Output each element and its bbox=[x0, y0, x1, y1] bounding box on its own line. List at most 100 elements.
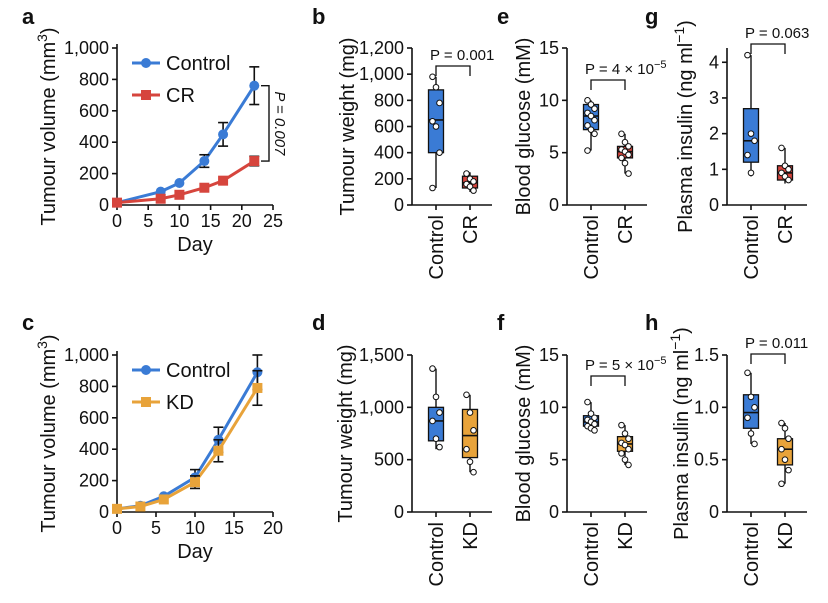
data-point bbox=[112, 197, 122, 208]
significance-bracket bbox=[750, 43, 786, 54]
x-tick-label: 20 bbox=[263, 518, 283, 538]
data-point bbox=[174, 189, 185, 200]
panel-label-e: e bbox=[497, 4, 509, 29]
sample-point bbox=[463, 391, 470, 399]
y-axis-label: Tumour volume (mm3) bbox=[34, 334, 60, 532]
data-point bbox=[158, 494, 169, 505]
sample-point bbox=[778, 419, 785, 427]
sample-point bbox=[432, 393, 440, 401]
sample-point bbox=[744, 369, 751, 377]
y-tick-label: 500 bbox=[374, 450, 404, 470]
sample-point bbox=[584, 97, 591, 104]
y-tick-label: 400 bbox=[79, 132, 109, 152]
y-axis-label: Tumour weight (mg) bbox=[335, 344, 357, 522]
sample-point bbox=[436, 443, 443, 451]
sample-point bbox=[470, 178, 477, 185]
sample-point bbox=[463, 170, 470, 177]
sample-point bbox=[621, 456, 629, 463]
panel-label-h: h bbox=[645, 310, 658, 335]
sample-point bbox=[621, 441, 629, 449]
y-tick-label: 1 bbox=[709, 159, 719, 179]
x-tick-label-control: Control bbox=[426, 215, 448, 279]
significance-bracket bbox=[750, 353, 786, 364]
x-tick-label-cr: CR bbox=[615, 215, 637, 244]
x-tick-label: 20 bbox=[232, 211, 252, 231]
sample-point bbox=[751, 137, 758, 145]
y-tick-label: 400 bbox=[374, 143, 404, 163]
sample-point bbox=[625, 170, 632, 177]
y-tick-label: 0 bbox=[709, 502, 719, 522]
chart-g: g 0 1 2 3 4 Plasma insulin (ng ml−1) Control CR P… bbox=[645, 4, 809, 279]
x-tick-label: 5 bbox=[151, 518, 161, 538]
sample-point bbox=[463, 445, 470, 453]
sample-point bbox=[625, 461, 632, 469]
sample-point bbox=[778, 144, 785, 152]
y-tick-label: 0 bbox=[549, 195, 559, 215]
x-tick-label: 25 bbox=[263, 211, 283, 231]
sample-point bbox=[751, 440, 758, 448]
series-line-control bbox=[116, 84, 256, 205]
y-tick-label: 0 bbox=[394, 502, 404, 522]
sample-point bbox=[785, 435, 792, 443]
data-point bbox=[199, 156, 210, 167]
sample-point bbox=[621, 430, 629, 437]
y-tick-label: 1,200 bbox=[359, 38, 404, 58]
panel-label-d: d bbox=[312, 310, 325, 335]
box-kd bbox=[776, 438, 794, 466]
sample-point bbox=[591, 414, 598, 422]
sample-point bbox=[781, 424, 789, 432]
sample-point bbox=[785, 176, 792, 184]
x-tick-label-kd: KD bbox=[460, 522, 482, 550]
y-tick-label: 1.5 bbox=[694, 345, 719, 365]
sample-point bbox=[584, 147, 591, 154]
sample-point bbox=[429, 117, 436, 125]
sample-point bbox=[744, 51, 751, 59]
panel-label-g: g bbox=[645, 4, 658, 29]
sample-point bbox=[778, 445, 785, 453]
y-tick-label: 3 bbox=[709, 88, 719, 108]
y-tick-label: 400 bbox=[79, 439, 109, 459]
sample-point bbox=[432, 435, 440, 443]
sample-point bbox=[781, 456, 789, 463]
y-tick-label: 4 bbox=[709, 52, 719, 72]
y-tick-label: 1.0 bbox=[694, 397, 719, 417]
p-value-label: P = 5 × 10−5 bbox=[585, 355, 667, 374]
p-value-label: P = 0.007 bbox=[271, 91, 288, 156]
x-tick-label: 15 bbox=[224, 518, 244, 538]
y-tick-label: 0 bbox=[709, 195, 719, 215]
y-tick-label: 5 bbox=[549, 143, 559, 163]
data-point bbox=[252, 382, 263, 393]
sample-point bbox=[436, 409, 443, 416]
sample-point bbox=[587, 126, 595, 133]
sample-point bbox=[621, 138, 629, 146]
y-tick-label: 200 bbox=[79, 164, 109, 184]
sample-point bbox=[751, 404, 758, 411]
significance-bracket bbox=[590, 79, 626, 90]
y-tick-label: 0.5 bbox=[694, 450, 719, 470]
sample-point bbox=[436, 99, 443, 107]
y-axis-label: Tumour volume (mm3) bbox=[34, 27, 60, 225]
sample-point bbox=[429, 184, 436, 192]
x-tick-label: 15 bbox=[201, 211, 221, 231]
sample-point bbox=[785, 166, 792, 173]
sample-point bbox=[778, 480, 785, 488]
legend-label-kd: KD bbox=[166, 392, 194, 414]
panel-label-c: c bbox=[22, 310, 34, 335]
sample-point bbox=[747, 393, 755, 401]
y-tick-label: 15 bbox=[539, 345, 559, 365]
sample-point bbox=[618, 130, 625, 138]
sample-point bbox=[587, 112, 595, 120]
legend-marker bbox=[141, 90, 151, 100]
y-tick-label: 800 bbox=[374, 90, 404, 110]
chart-a: a 0 200 400 600 800 1,000 0 5 10 15 20 25 Day Tumour v… bbox=[22, 4, 288, 256]
data-point bbox=[249, 80, 260, 91]
sample-point bbox=[466, 458, 474, 466]
x-tick-label-cr: CR bbox=[775, 215, 797, 244]
sample-point bbox=[591, 105, 598, 113]
y-tick-label: 800 bbox=[79, 376, 109, 396]
y-tick-label: 5 bbox=[549, 450, 559, 470]
data-point bbox=[218, 175, 229, 186]
